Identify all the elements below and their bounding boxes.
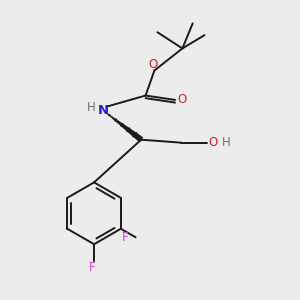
- Text: N: N: [97, 104, 109, 117]
- Text: H: H: [87, 101, 96, 114]
- Text: F: F: [122, 231, 129, 244]
- Text: H: H: [222, 136, 230, 149]
- Polygon shape: [103, 110, 143, 142]
- Text: O: O: [148, 58, 158, 70]
- Text: O: O: [178, 93, 187, 106]
- Text: F: F: [88, 261, 95, 274]
- Text: O: O: [208, 136, 217, 149]
